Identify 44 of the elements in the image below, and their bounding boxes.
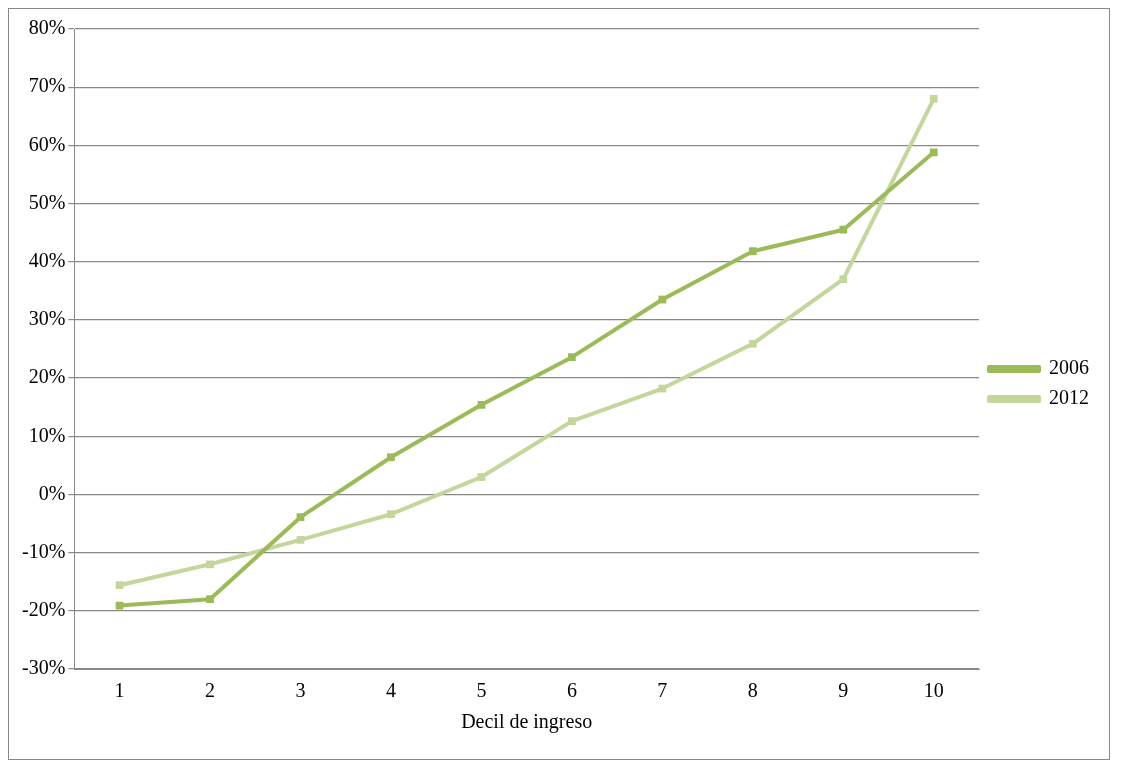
x-tick-label: 2 — [205, 679, 216, 702]
legend-label: 2012 — [1049, 386, 1089, 409]
point — [206, 560, 214, 569]
x-tick-label: 5 — [476, 679, 487, 702]
point — [477, 473, 486, 481]
x-tick-label: 10 — [923, 679, 944, 702]
y-tick-label: 70% — [28, 74, 66, 97]
x-axis-title: Decil de ingreso — [461, 710, 593, 734]
x-tick-label: 8 — [747, 679, 758, 702]
y-tick-label: 30% — [28, 307, 66, 330]
y-tick-label: -20% — [21, 598, 66, 621]
y-tick-label: 60% — [28, 132, 66, 155]
x-tick-label: 9 — [838, 679, 849, 702]
y-tick-label: 80% — [28, 16, 66, 39]
point — [387, 510, 395, 519]
point — [568, 353, 576, 362]
point — [748, 339, 757, 348]
point — [296, 535, 305, 544]
point — [568, 417, 576, 426]
y-tick-label: -10% — [21, 539, 66, 562]
x-tick-label: 1 — [114, 679, 125, 702]
y-tick-label: 10% — [28, 423, 66, 446]
y-tick-label: 40% — [28, 248, 66, 271]
point — [748, 247, 757, 256]
y-tick-label: 50% — [28, 190, 66, 213]
point — [929, 94, 938, 103]
point — [929, 148, 938, 157]
point — [658, 295, 667, 304]
point — [206, 595, 214, 604]
y-tick-label: 20% — [28, 365, 66, 388]
point — [387, 453, 395, 462]
point — [296, 513, 305, 522]
point — [658, 384, 667, 393]
point — [839, 275, 848, 284]
y-tick-label: -30% — [21, 656, 66, 679]
point — [477, 400, 486, 409]
y-tick-label: 0% — [38, 481, 66, 504]
x-tick-label: 4 — [385, 679, 396, 702]
x-tick-label: 3 — [295, 679, 306, 702]
x-tick-label: 6 — [566, 679, 577, 702]
point — [115, 581, 124, 590]
x-tick-label: 7 — [657, 679, 668, 702]
point — [839, 225, 848, 234]
legend-label: 2006 — [1049, 356, 1089, 379]
